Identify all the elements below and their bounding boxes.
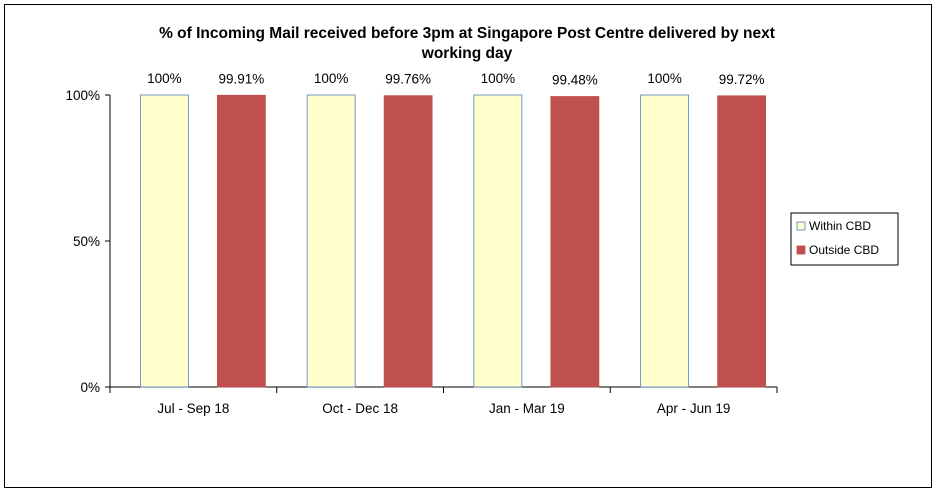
legend-swatch — [796, 221, 806, 231]
x-tick-label: Apr - Jun 19 — [657, 401, 731, 416]
bar — [306, 94, 356, 388]
legend-label: Within CBD — [809, 219, 871, 233]
bar — [550, 96, 600, 388]
bar — [640, 94, 690, 388]
data-label: 99.72% — [719, 72, 765, 87]
chart-title-line-1: % of Incoming Mail received before 3pm a… — [159, 25, 775, 42]
data-label: 100% — [314, 71, 349, 86]
x-tick-label: Oct - Dec 18 — [322, 401, 398, 416]
x-tick-label: Jan - Mar 19 — [489, 401, 565, 416]
legend: Within CBD Outside CBD — [790, 212, 899, 266]
bar — [717, 95, 767, 388]
data-label: 100% — [147, 71, 182, 86]
data-label: 99.91% — [218, 71, 264, 86]
y-tick-label: 50% — [73, 234, 100, 249]
bar — [216, 94, 266, 388]
data-label: 100% — [481, 71, 516, 86]
legend-swatch — [796, 245, 806, 255]
data-label: 100% — [647, 71, 682, 86]
plot-area: 0% 50% 100% Jul - Sep 18 100% 99.91% Oct - Dec… — [65, 71, 778, 416]
data-label: 99.76% — [385, 72, 431, 87]
y-tick-label: 100% — [65, 88, 100, 103]
legend-label: Outside CBD — [809, 243, 879, 257]
x-tick-label: Jul - Sep 18 — [157, 401, 229, 416]
bar — [473, 94, 523, 388]
y-tick-label: 0% — [80, 380, 100, 395]
legend-box — [790, 212, 899, 266]
data-label: 99.48% — [552, 73, 598, 88]
bar — [139, 94, 189, 388]
bar — [383, 95, 433, 388]
chart-title-line-2: working day — [421, 45, 513, 62]
